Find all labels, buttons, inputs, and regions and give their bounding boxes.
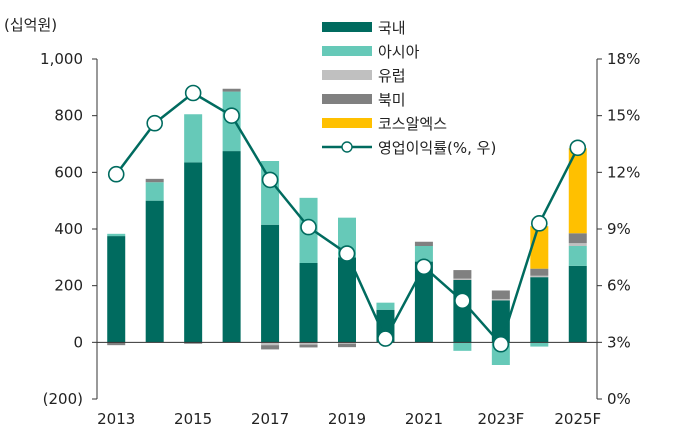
bar-0-8 — [414, 261, 433, 343]
bar-3-10 — [491, 290, 510, 299]
legend-swatch-1 — [322, 46, 372, 56]
bar-0-1 — [145, 200, 164, 343]
bar-3-9 — [453, 270, 472, 279]
bar-3-11 — [530, 268, 549, 276]
bar-3-1 — [145, 178, 164, 183]
bar-0-12 — [568, 265, 587, 343]
bar-4-11 — [530, 226, 549, 269]
y-right-tick-label-0: 0% — [607, 390, 631, 408]
margin-point-8 — [415, 258, 433, 276]
bar-2-11 — [530, 275, 549, 278]
bar-0-11 — [530, 277, 549, 343]
x-tick-label-10: 2023F — [477, 410, 524, 428]
legend-label-line: 영업이익률(%, 우) — [378, 139, 496, 157]
bar-0-5 — [299, 263, 318, 343]
x-tick-label-4: 2017 — [251, 410, 289, 428]
bar-1-2 — [184, 114, 203, 163]
bar-1-8 — [414, 246, 433, 262]
bar-0-3 — [222, 151, 241, 343]
bars-group — [107, 88, 587, 365]
legend-swatch-3 — [322, 94, 372, 104]
bar-2-6 — [338, 342, 356, 344]
margin-point-9 — [454, 292, 471, 310]
y-right-tick-label-4: 12% — [607, 163, 640, 181]
y-right-tick-label-6: 18% — [607, 50, 640, 68]
bar-2-4 — [261, 342, 280, 346]
margin-point-10 — [492, 335, 510, 353]
x-tick-label-12: 2025F — [554, 410, 601, 428]
legend-label-1: 아시아 — [378, 43, 420, 61]
legend-swatch-0 — [322, 22, 372, 32]
bar-1-11 — [530, 342, 549, 347]
axes-group: (200) 0 200 400 600 800 1,000 0% 3% 6% 9% 12% 15% 18%… — [40, 50, 640, 428]
bar-1-12 — [568, 246, 587, 266]
legend-line-marker — [341, 141, 353, 153]
y-right-tick-label-1: 3% — [607, 333, 631, 351]
margin-point-11 — [531, 215, 548, 232]
bar-1-1 — [145, 182, 164, 201]
bar-1-7 — [376, 302, 395, 310]
bar-2-5 — [299, 342, 318, 345]
y-left-tick-label-0: (200) — [43, 390, 83, 408]
bar-3-5 — [299, 344, 318, 348]
bar-3-12 — [568, 233, 587, 244]
bar-0-9 — [453, 280, 472, 343]
legend-label-4: 코스알엑스 — [378, 115, 447, 133]
legend-label-3: 북미 — [378, 91, 406, 109]
bar-2-9 — [453, 278, 472, 280]
x-tick-label-0: 2013 — [97, 410, 135, 428]
y-left-tick-label-2: 200 — [54, 277, 83, 295]
bar-3-8 — [414, 241, 433, 246]
margin-point-0 — [107, 165, 125, 183]
bar-0-0 — [107, 236, 126, 343]
y-left-tick-label-3: 400 — [54, 220, 83, 238]
margin-point-1 — [146, 114, 163, 132]
bar-4-12 — [568, 148, 587, 234]
margin-point-5 — [300, 218, 317, 236]
legend-label-2: 유럽 — [378, 67, 406, 85]
margin-line-group — [107, 84, 587, 353]
margin-point-12 — [569, 139, 587, 157]
bar-3-4 — [261, 345, 280, 350]
legend-label-0: 국내 — [378, 19, 406, 37]
y-left-unit-label: (십억원) — [4, 16, 57, 34]
y-right-tick-label-5: 15% — [607, 107, 640, 125]
bar-1-0 — [107, 233, 126, 237]
bar-3-3 — [222, 88, 241, 92]
x-tick-label-6: 2019 — [328, 410, 366, 428]
x-tick-label-2: 2015 — [174, 410, 212, 428]
y-left-tick-label-5: 800 — [54, 107, 83, 125]
bar-1-9 — [453, 342, 472, 351]
margin-point-7 — [377, 330, 394, 347]
margin-point-2 — [184, 84, 202, 102]
y-left-tick-label-1: 0 — [73, 333, 83, 351]
x-tick-label-8: 2021 — [405, 410, 443, 428]
bar-0-2 — [184, 162, 203, 343]
legend-swatch-4 — [322, 118, 372, 128]
bar-0-6 — [338, 257, 356, 343]
margin-point-6 — [338, 245, 356, 262]
y-right-tick-label-3: 9% — [607, 220, 631, 238]
y-right-tick-label-2: 6% — [607, 277, 631, 295]
bar-2-10 — [491, 298, 510, 301]
y-left-tick-label-6: 1,000 — [40, 50, 83, 68]
margin-point-4 — [261, 171, 279, 189]
bar-0-4 — [261, 224, 280, 343]
legend-swatch-2 — [322, 70, 372, 80]
bar-3-6 — [338, 343, 356, 348]
margin-point-3 — [223, 107, 240, 124]
y-left-tick-label-4: 600 — [54, 163, 83, 181]
bar-3-2 — [184, 342, 203, 344]
bar-3-0 — [107, 342, 126, 346]
bar-2-12 — [568, 243, 587, 246]
